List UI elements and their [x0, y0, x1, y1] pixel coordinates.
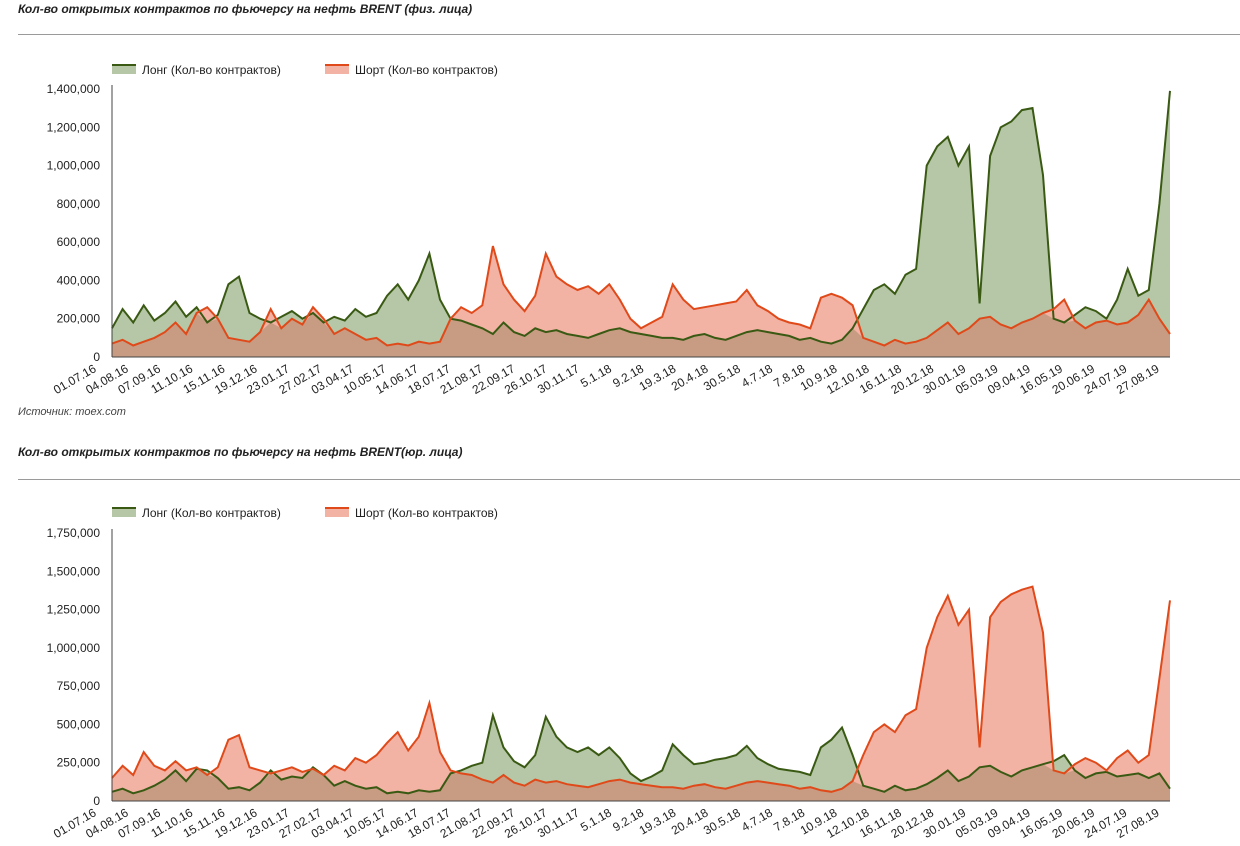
- overlap-area: [112, 764, 1170, 801]
- y-tick-label: 1,000,000: [47, 159, 101, 173]
- legend-item-short: Шорт (Кол-во контрактов): [325, 63, 498, 77]
- separator-line-1: [18, 34, 1240, 35]
- y-tick-label: 500,000: [57, 717, 101, 731]
- legend-swatch: [325, 508, 349, 517]
- x-tick-label: 30.5.18: [701, 361, 743, 393]
- chart-title-1: Кол-во открытых контрактов по фьючерсу н…: [18, 2, 473, 16]
- short-series-line: [111, 245, 1171, 347]
- y-tick-label: 800,000: [57, 197, 101, 211]
- x-tick-label: 30.5.18: [701, 805, 743, 837]
- chart-title-2: Кол-во открытых контрактов по фьючерсу н…: [18, 445, 463, 459]
- long-area: [112, 90, 1170, 358]
- y-tick-label: 0: [93, 350, 100, 364]
- legend-swatch: [112, 65, 136, 74]
- y-tick-label: 400,000: [57, 273, 101, 287]
- y-tick-label: 600,000: [57, 235, 101, 249]
- legend-swatch: [112, 508, 136, 517]
- x-tick-label: 4.7.18: [739, 361, 775, 390]
- y-tick-label: 750,000: [57, 679, 101, 693]
- y-tick-label: 0: [93, 794, 100, 808]
- legend-item-long: Лонг (Кол-во контрактов): [112, 506, 281, 520]
- legend-item-short: Шорт (Кол-во контрактов): [325, 506, 498, 520]
- y-tick-label: 200,000: [57, 312, 101, 326]
- long-series-line: [111, 711, 1171, 795]
- y-tick-label: 1,500,000: [47, 564, 101, 578]
- separator-line-2: [18, 479, 1240, 480]
- legend-item-long: Лонг (Кол-во контрактов): [112, 63, 281, 77]
- legend-label: Шорт (Кол-во контрактов): [355, 63, 498, 77]
- y-tick-label: 250,000: [57, 756, 101, 770]
- legend-swatch: [325, 65, 349, 74]
- y-tick-label: 1,250,000: [47, 603, 101, 617]
- y-tick-label: 1,000,000: [47, 641, 101, 655]
- y-tick-label: 1,750,000: [47, 526, 101, 540]
- x-tick-label: 4.7.18: [739, 805, 775, 834]
- legend-label: Лонг (Кол-во контрактов): [142, 506, 281, 520]
- legend-label: Шорт (Кол-во контрактов): [355, 506, 498, 520]
- overlap-area: [112, 299, 1170, 357]
- short-series-line: [111, 585, 1171, 793]
- y-tick-label: 1,400,000: [47, 82, 101, 96]
- chart-2: Лонг (Кол-во контрактов) Шорт (Кол-во кон…: [47, 506, 1171, 841]
- source-note: Источник: moex.com: [18, 406, 126, 418]
- legend-label: Лонг (Кол-во контрактов): [142, 63, 281, 77]
- chart-1: Лонг (Кол-во контрактов) Шорт (Кол-во кон…: [47, 63, 1171, 397]
- long-series-line: [111, 90, 1171, 345]
- x-tick-label: 5.1.18: [578, 805, 614, 834]
- x-tick-label: 5.1.18: [578, 361, 614, 390]
- short-area: [112, 586, 1170, 801]
- y-tick-label: 1,200,000: [47, 120, 101, 134]
